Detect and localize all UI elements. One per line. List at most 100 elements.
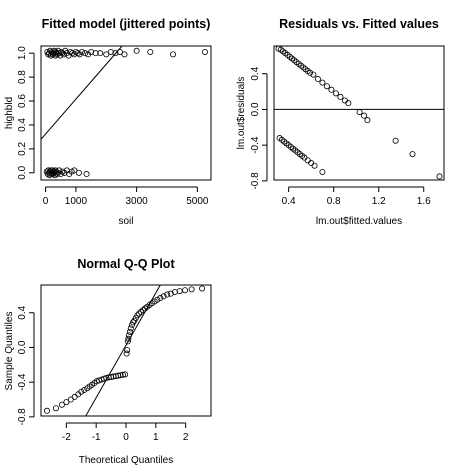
x-tick-label: 0.8 — [327, 196, 341, 207]
y-axis-label: lm.out$residuals — [236, 77, 247, 150]
data-point — [319, 79, 326, 86]
data-point — [92, 50, 99, 57]
y-tick-label: 0.4 — [250, 66, 261, 80]
x-tick-label: 5000 — [186, 196, 209, 207]
x-axis-label: soil — [118, 216, 133, 227]
data-point — [78, 48, 85, 55]
chart-title: Residuals vs. Fitted values — [279, 17, 439, 31]
data-point — [78, 388, 85, 395]
data-point — [121, 51, 128, 58]
x-tick-label: 0 — [43, 196, 49, 207]
y-tick-label: 0.4 — [17, 118, 28, 132]
data-point — [52, 405, 59, 412]
reference-lines — [40, 45, 123, 140]
data-point — [83, 171, 90, 178]
y-axis-label: highbld — [4, 97, 15, 129]
x-tick-label: 1 — [153, 432, 159, 443]
data-point — [332, 90, 339, 97]
x-axis: 0.4 0.8 1.2 1.6 — [282, 186, 431, 207]
data-point — [304, 157, 311, 164]
y-tick-label: -0.8 — [250, 172, 261, 190]
plot-frame — [273, 45, 445, 181]
data-point — [59, 168, 66, 175]
panel-qq: Normal Q-Q Plot Theoretical Quantiles Sa… — [4, 257, 212, 466]
data-point — [337, 93, 344, 100]
y-tick-label: 0.2 — [17, 142, 28, 156]
chart-title: Normal Q-Q Plot — [77, 257, 175, 271]
data-point — [82, 50, 89, 57]
data-point — [117, 372, 124, 379]
fit-line — [40, 45, 123, 140]
data-point — [310, 71, 317, 78]
y-tick-label: 0.4 — [17, 305, 28, 319]
y-tick-label: 0.0 — [17, 165, 28, 179]
chart-title: Fitted model (jittered points) — [42, 17, 211, 31]
data-point — [81, 386, 88, 393]
data-point — [124, 338, 131, 345]
y-axis: -0.8 -0.4 0.0 0.4 — [17, 305, 35, 426]
data-point — [71, 393, 78, 400]
panel-residuals: Residuals vs. Fitted values lm.out$fitte… — [236, 17, 445, 227]
data-point — [188, 286, 195, 293]
data-point — [127, 325, 134, 332]
data-point — [436, 173, 443, 180]
data-point — [136, 310, 143, 317]
data-point — [147, 48, 154, 55]
data-point — [319, 168, 326, 175]
data-points — [275, 45, 443, 180]
x-tick-label: 3000 — [126, 196, 149, 207]
data-point — [176, 288, 183, 295]
data-point — [75, 169, 82, 176]
y-axis: -0.8 -0.4 0.0 0.4 — [250, 66, 268, 190]
data-point — [107, 48, 114, 55]
x-tick-label: 2 — [183, 432, 189, 443]
data-point — [392, 137, 399, 144]
plot-frame — [40, 45, 212, 181]
data-point — [126, 328, 133, 335]
data-point — [356, 109, 363, 116]
data-point — [307, 69, 314, 76]
data-point — [63, 399, 70, 406]
x-axis-label: lm.out$fitted.values — [316, 216, 402, 227]
y-tick-label: 0.6 — [17, 94, 28, 108]
x-tick-label: 1.2 — [372, 196, 386, 207]
data-point — [97, 50, 104, 57]
data-point — [311, 162, 318, 169]
data-point — [199, 285, 206, 292]
data-point — [361, 112, 368, 119]
data-point — [112, 50, 119, 57]
data-point — [170, 51, 177, 58]
data-point — [43, 407, 50, 414]
data-point — [88, 48, 95, 55]
data-point — [122, 371, 129, 378]
data-point — [154, 296, 161, 303]
data-point — [58, 401, 65, 408]
y-tick-label: 0.0 — [17, 340, 28, 354]
y-tick-label: 0.8 — [17, 70, 28, 84]
y-tick-label: 1.0 — [17, 46, 28, 60]
data-point — [164, 291, 171, 298]
data-point — [364, 117, 371, 124]
reference-lines — [85, 284, 161, 417]
data-points — [43, 285, 206, 414]
y-axis: 0.0 0.2 0.4 0.6 0.8 1.0 — [17, 46, 35, 180]
x-axis: 0 1000 3000 5000 — [43, 186, 209, 207]
data-point — [308, 160, 315, 167]
data-points — [43, 47, 208, 179]
y-tick-label: -0.8 — [17, 408, 28, 426]
data-point — [341, 97, 348, 104]
data-point — [160, 293, 167, 300]
x-tick-label: 0.4 — [282, 196, 296, 207]
data-point — [157, 295, 164, 302]
data-point — [314, 76, 321, 83]
plot-frame — [40, 284, 212, 417]
data-point — [124, 347, 131, 354]
data-point — [323, 83, 330, 90]
x-tick-label: 1000 — [65, 196, 88, 207]
data-point — [182, 287, 189, 294]
data-point — [137, 308, 144, 315]
data-point — [74, 50, 81, 57]
data-point — [130, 319, 137, 326]
x-tick-label: -2 — [62, 432, 71, 443]
